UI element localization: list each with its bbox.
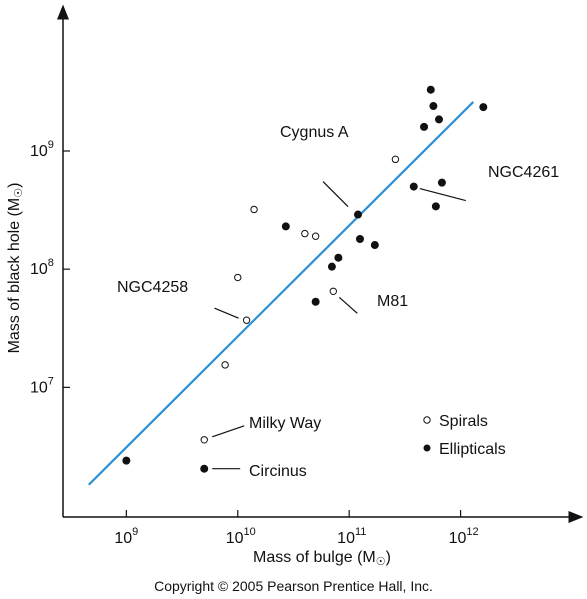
elliptical-point-14	[434, 115, 443, 124]
legend-spirals-marker	[423, 416, 431, 424]
legend-ellipticals-label: Ellipticals	[439, 441, 506, 458]
spiral-point-5	[301, 229, 309, 238]
y-axis-title-solar-symbol: ☉	[13, 188, 25, 198]
spiral-point-3	[242, 316, 251, 324]
spiral-point-8	[391, 155, 400, 164]
annotation-leaders	[212, 181, 466, 470]
x-tick-label-3: 1012	[449, 526, 479, 547]
annotation-ngc4261: NGC4261	[488, 164, 559, 181]
x-tick-label-2: 1011	[337, 526, 366, 547]
x-axis-title-main: Mass of bulge (M	[253, 549, 376, 566]
x-tick-label-1: 1010	[226, 526, 256, 547]
annotation-ngc4258: NGC4258	[117, 279, 188, 296]
elliptical-point-16	[479, 103, 488, 112]
elliptical-point-1	[200, 464, 209, 473]
y-tick-label-1: 108	[30, 257, 54, 278]
elliptical-point-7	[355, 235, 364, 244]
x-axis-title-end: )	[386, 549, 391, 566]
annotation-milky-way: Milky Way	[249, 415, 321, 432]
elliptical-point-9	[409, 182, 418, 191]
annotation-m81: M81	[377, 293, 408, 310]
elliptical-point-6	[353, 210, 362, 219]
spiral-point-4	[250, 205, 258, 214]
x-tick-label-0: 109	[114, 526, 138, 547]
elliptical-point-13	[431, 202, 440, 211]
spiral-point-7	[329, 287, 337, 295]
copyright-text: Copyright © 2005 Pearson Prentice Hall, …	[154, 578, 433, 594]
y-axis-title: Mass of black hole (M☉)	[6, 183, 25, 354]
legend-spirals-label: Spirals	[439, 413, 488, 430]
legend-ellipticals-marker	[423, 444, 431, 452]
elliptical-point-3	[311, 297, 320, 306]
spiral-point-6	[311, 232, 320, 240]
elliptical-point-15	[437, 178, 446, 187]
annotation-leader-4	[212, 425, 245, 438]
elliptical-point-4	[327, 262, 336, 271]
spiral-point-1	[221, 361, 229, 369]
annotation-leader-0	[322, 181, 349, 207]
spiral-point-2	[234, 273, 242, 282]
y-axis-title-end: )	[6, 183, 23, 188]
annotation-leader-2	[214, 307, 239, 319]
fit-line	[88, 101, 475, 486]
legend: Spirals Ellipticals	[423, 413, 506, 458]
annotation-circinus: Circinus	[249, 463, 307, 480]
y-tick-label-2: 109	[30, 139, 54, 160]
elliptical-point-8	[370, 241, 379, 250]
elliptical-point-11	[426, 85, 435, 94]
annotation-cygnus-a: Cygnus A	[280, 124, 349, 141]
data-points	[122, 85, 488, 473]
x-axis-title: Mass of bulge (M☉)	[253, 549, 391, 568]
spiral-point-0	[200, 436, 208, 444]
y-tick-label-0: 107	[30, 375, 54, 396]
elliptical-point-10	[420, 122, 429, 131]
fit-line-group	[88, 101, 475, 486]
elliptical-point-12	[429, 102, 438, 111]
axis-ticks: 109 1010 1011 1012 107 108 109	[30, 139, 479, 547]
annotation-leader-1	[419, 187, 466, 202]
elliptical-point-5	[334, 253, 343, 262]
elliptical-point-0	[122, 456, 131, 465]
elliptical-point-2	[281, 222, 290, 231]
annotation-leader-3	[338, 296, 358, 314]
y-axis-title-main: Mass of black hole (M	[6, 198, 23, 354]
x-axis-title-solar-symbol: ☉	[376, 556, 386, 568]
